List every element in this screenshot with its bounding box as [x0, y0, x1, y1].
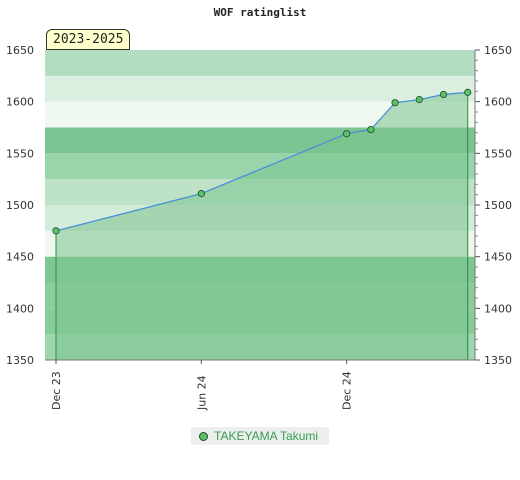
y-tick-label-left: 1650 [6, 44, 34, 57]
y-tick-label-right: 1350 [484, 354, 512, 367]
data-point [197, 190, 205, 198]
y-tick-label-right: 1600 [484, 96, 512, 109]
y-tick-label-left: 1600 [6, 96, 34, 109]
series-line [55, 91, 468, 232]
data-point [415, 96, 423, 104]
data-point [367, 125, 375, 134]
y-tick-label-left: 1400 [6, 302, 34, 315]
data-point [52, 227, 60, 235]
y-tick-label-right: 1450 [484, 251, 512, 264]
y-tick-label-left: 1450 [6, 251, 34, 264]
background-band [45, 75, 475, 102]
data-point [343, 130, 351, 138]
x-tick-label: Jun 24 [195, 375, 208, 411]
y-tick-label-right: 1400 [484, 302, 512, 315]
x-tick-label: Dec 23 [50, 371, 63, 410]
y-tick-label-left: 1350 [6, 354, 34, 367]
period-badge: 2023-2025 [46, 29, 131, 50]
y-tick-label-right: 1500 [484, 199, 512, 212]
legend-series-label: TAKEYAMA Takumi [214, 429, 319, 443]
x-tick-label: Dec 24 [341, 371, 354, 410]
background-band [45, 50, 475, 76]
axes: 1350 1350 1400 1400 1450 1450 1500 1500 1550 1550… [6, 44, 512, 411]
y-tick-label-right: 1650 [484, 44, 512, 57]
y-tick-label-right: 1550 [484, 147, 512, 160]
data-point [391, 99, 399, 107]
legend: TAKEYAMA Takumi [191, 427, 329, 445]
chart-title: WOF ratinglist [213, 6, 307, 19]
y-tick-label-left: 1500 [6, 199, 34, 212]
series-area [55, 92, 469, 360]
series-points [52, 88, 472, 235]
legend-marker-icon [199, 431, 208, 441]
series-area-fill [56, 92, 468, 360]
y-tick-label-left: 1550 [6, 147, 34, 160]
data-point [439, 90, 448, 99]
series-line-path [55, 91, 468, 232]
data-point [464, 88, 472, 96]
